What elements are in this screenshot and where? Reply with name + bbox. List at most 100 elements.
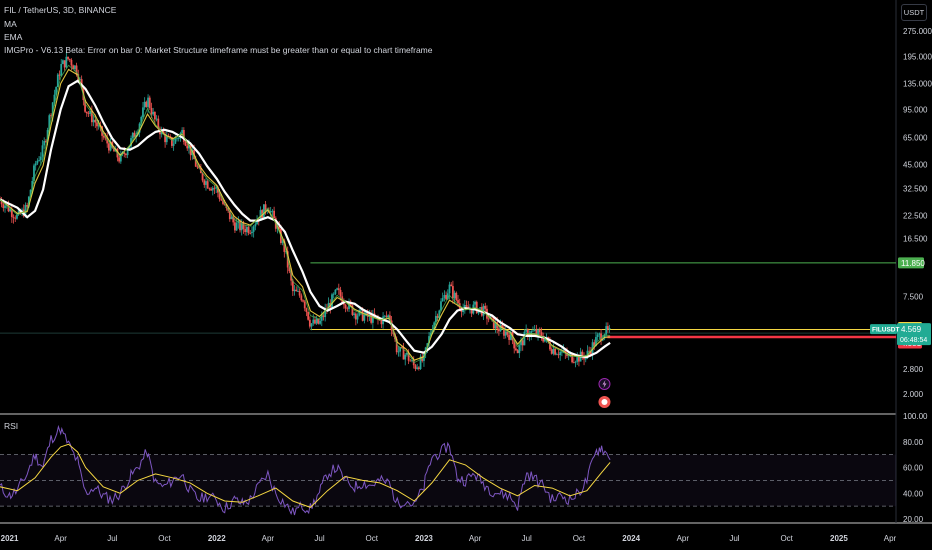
symbol-title[interactable]: FIL / TetherUS, 3D, BINANCE: [4, 5, 117, 15]
candle-body-35: [58, 74, 61, 76]
candle-body-204: [346, 308, 349, 310]
candle-body-126: [213, 187, 216, 189]
candle-body-303: [515, 348, 517, 351]
time-tick-label-5: Apr: [262, 534, 275, 543]
event-icons[interactable]: [598, 378, 611, 409]
candle-body-200: [339, 289, 342, 297]
candle-body-325: [552, 348, 555, 354]
candle-body-109: [184, 141, 187, 146]
candle-body-358: [608, 328, 611, 330]
candle-body-177: [300, 295, 303, 301]
candle-body-115: [194, 159, 197, 167]
candle-body-237: [402, 347, 405, 360]
candle-body-282: [479, 307, 482, 309]
candle-body-87: [147, 97, 149, 107]
indicator-ma-label[interactable]: MA: [4, 19, 17, 29]
candle-body-116: [196, 166, 199, 168]
candle-body-25: [41, 145, 44, 157]
currency-button[interactable]: USDT: [901, 4, 927, 21]
candle-body-269: [457, 300, 459, 304]
indicator-ema-label[interactable]: EMA: [4, 32, 23, 42]
candle-body-119: [201, 173, 204, 181]
candle-body-208: [353, 313, 356, 315]
candle-body-245: [416, 367, 419, 369]
candle-body-45: [75, 65, 78, 75]
candle-body-73: [123, 152, 126, 154]
candle-body-78: [131, 132, 134, 139]
candle-body-56: [94, 119, 97, 123]
candle-body-247: [419, 356, 422, 369]
indicator-imgpro-label[interactable]: IMGPro - V6.13 Beta: Error on bar 0: Mar…: [4, 45, 433, 55]
candle-body-295: [501, 324, 504, 328]
candle-body-76: [128, 146, 131, 151]
candle-body-307: [521, 340, 524, 346]
level-tag-green-bg: [898, 257, 924, 269]
candle-body-75: [126, 150, 129, 156]
grid-lines: [0, 0, 932, 524]
candle-body-104: [176, 138, 178, 140]
candle-body-53: [89, 110, 92, 114]
candle-body-103: [174, 138, 177, 144]
candle-body-139: [235, 222, 238, 231]
rsi-tick-label-0: 100.00: [903, 412, 928, 421]
time-tick-label-16: 2025: [830, 534, 848, 543]
time-tick-label-1: Apr: [54, 534, 67, 543]
candle-body-65: [109, 141, 112, 151]
candle-body-274: [465, 304, 468, 307]
candle-body-90: [152, 111, 155, 115]
price-tick-label-4: 65.000: [903, 133, 928, 142]
candle-body-5: [7, 204, 10, 212]
candle-body-280: [475, 301, 478, 314]
candle-body-215: [365, 311, 367, 316]
symbol-tag-text: FILUSDT: [872, 327, 899, 334]
candle-body-6: [9, 209, 12, 212]
candle-body-203: [344, 304, 347, 309]
candle-body-138: [234, 222, 236, 231]
candle-body-330: [560, 351, 563, 353]
rsi-tick-label-1: 80.00: [903, 438, 924, 447]
candle-body-236: [400, 347, 403, 348]
candle-body-24: [39, 156, 42, 161]
candle-body-277: [470, 309, 473, 314]
candle-body-285: [484, 305, 487, 309]
candle-body-180: [305, 308, 308, 312]
candle-body-2: [2, 204, 5, 209]
candle-body-166: [281, 240, 284, 243]
candle-body-185: [314, 319, 316, 324]
candle-body-156: [264, 204, 267, 212]
candle-body-102: [172, 143, 175, 146]
candle-body-233: [395, 339, 398, 353]
candle-body-9: [14, 217, 17, 219]
candle-body-260: [441, 297, 444, 302]
candle-body-125: [211, 187, 214, 191]
candle-body-31: [51, 102, 54, 116]
candle-body-93: [157, 118, 160, 129]
rsi-tick-label-4: 20.00: [903, 515, 924, 524]
candle-body-136: [230, 216, 233, 220]
candle-body-353: [600, 333, 602, 341]
candle-body-328: [557, 354, 560, 356]
candle-body-32: [53, 94, 56, 103]
time-tick-label-9: Apr: [469, 534, 482, 543]
time-tick-label-3: Oct: [158, 534, 171, 543]
candle-body-340: [578, 355, 580, 362]
candle-body-188: [319, 320, 321, 324]
rsi-pane-title[interactable]: RSI: [4, 421, 19, 431]
candle-body-43: [72, 65, 75, 70]
candle-body-30: [50, 115, 52, 117]
candle-body-110: [186, 145, 189, 149]
candle-body-279: [474, 301, 476, 305]
candle-body-315: [535, 329, 538, 335]
candle-body-70: [118, 157, 121, 162]
last-price-tag-bg: [897, 323, 931, 346]
candle-body-293: [497, 328, 500, 332]
candle-body-259: [440, 301, 442, 311]
candle-body-324: [550, 349, 553, 354]
candle-body-327: [555, 354, 558, 356]
candle-body-61: [102, 135, 105, 138]
time-tick-label-2: Jul: [107, 534, 117, 543]
candle-body-164: [278, 226, 281, 229]
candle-body-329: [559, 351, 562, 356]
candle-body-181: [307, 311, 310, 320]
